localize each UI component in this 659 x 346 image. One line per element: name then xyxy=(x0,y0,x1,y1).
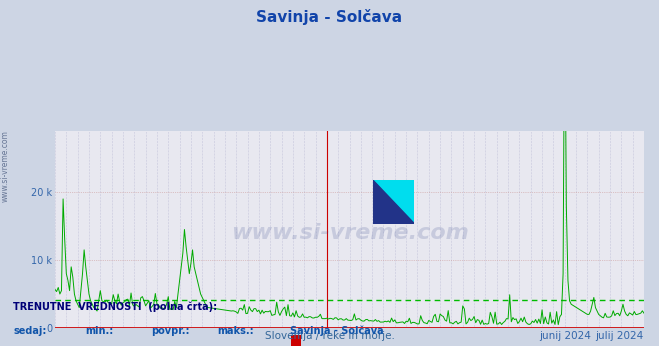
Text: TRENUTNE  VREDNOSTI  (polna črta):: TRENUTNE VREDNOSTI (polna črta): xyxy=(13,301,217,311)
Text: www.si-vreme.com: www.si-vreme.com xyxy=(231,224,469,244)
Polygon shape xyxy=(373,180,415,224)
Text: www.si-vreme.com: www.si-vreme.com xyxy=(1,130,10,202)
Text: Slovenija / reke in morje.: Slovenija / reke in morje. xyxy=(264,331,395,342)
Text: Savinja - Solčava: Savinja - Solčava xyxy=(256,9,403,25)
Polygon shape xyxy=(373,180,415,224)
Text: Savinja - Solčava: Savinja - Solčava xyxy=(290,326,384,336)
Text: sedaj:: sedaj: xyxy=(13,326,47,336)
Text: min.:: min.: xyxy=(86,326,114,336)
Text: povpr.:: povpr.: xyxy=(152,326,190,336)
Polygon shape xyxy=(373,180,415,224)
Text: maks.:: maks.: xyxy=(217,326,254,336)
